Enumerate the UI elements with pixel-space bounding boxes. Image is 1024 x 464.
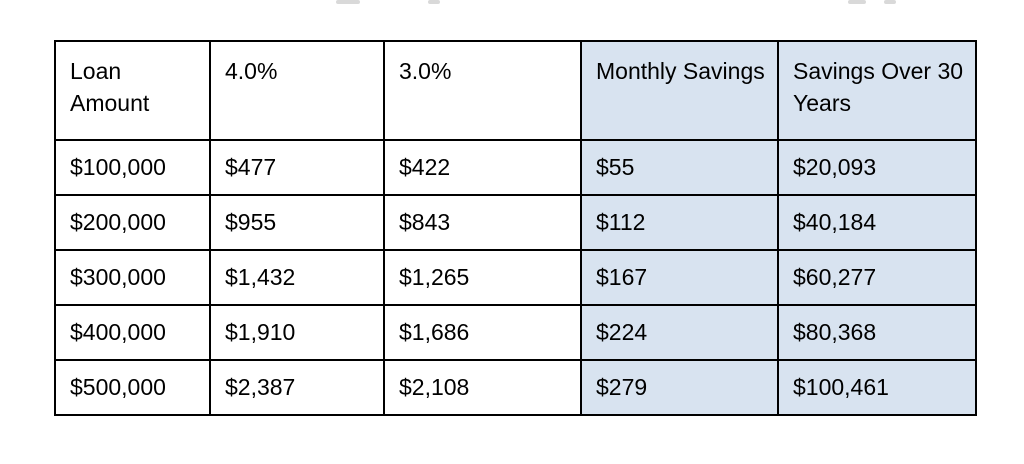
cell-savings-30-years: $60,277 [777,249,977,306]
header-rate-3-percent: 3.0% [383,40,582,141]
mortgage-savings-table: Loan Amount 4.0% 3.0% Monthly Savings Sa… [54,40,977,416]
cropped-text-remnant [428,0,440,4]
cell-savings-30-years: $40,184 [777,194,977,251]
header-savings-30-years: Savings Over 30 Years [777,40,977,141]
cell-loan-amount: $200,000 [54,194,211,251]
cell-loan-amount: $400,000 [54,304,211,361]
table-row: $100,000 $477 $422 $55 $20,093 [54,139,977,196]
cell-savings-30-years: $80,368 [777,304,977,361]
cell-monthly-savings: $55 [580,139,779,196]
cell-payment-3-percent: $843 [383,194,582,251]
cell-monthly-savings: $112 [580,194,779,251]
cell-loan-amount: $500,000 [54,359,211,416]
cell-payment-4-percent: $1,910 [209,304,385,361]
cell-payment-3-percent: $1,265 [383,249,582,306]
cell-payment-3-percent: $1,686 [383,304,582,361]
table-row: $300,000 $1,432 $1,265 $167 $60,277 [54,249,977,306]
cropped-text-remnant [848,0,866,4]
cell-savings-30-years: $100,461 [777,359,977,416]
cell-monthly-savings: $279 [580,359,779,416]
header-loan-amount: Loan Amount [54,40,211,141]
cell-payment-4-percent: $955 [209,194,385,251]
header-rate-4-percent: 4.0% [209,40,385,141]
header-monthly-savings: Monthly Savings [580,40,779,141]
cell-loan-amount: $100,000 [54,139,211,196]
cell-payment-4-percent: $2,387 [209,359,385,416]
cell-loan-amount: $300,000 [54,249,211,306]
cell-payment-3-percent: $2,108 [383,359,582,416]
cell-payment-3-percent: $422 [383,139,582,196]
cell-payment-4-percent: $477 [209,139,385,196]
cell-monthly-savings: $167 [580,249,779,306]
table-header-row: Loan Amount 4.0% 3.0% Monthly Savings Sa… [54,40,977,141]
table-row: $400,000 $1,910 $1,686 $224 $80,368 [54,304,977,361]
cell-savings-30-years: $20,093 [777,139,977,196]
cropped-text-remnant [884,0,896,4]
cell-monthly-savings: $224 [580,304,779,361]
cell-payment-4-percent: $1,432 [209,249,385,306]
table-row: $500,000 $2,387 $2,108 $279 $100,461 [54,359,977,416]
table-row: $200,000 $955 $843 $112 $40,184 [54,194,977,251]
cropped-text-remnant [336,0,360,4]
